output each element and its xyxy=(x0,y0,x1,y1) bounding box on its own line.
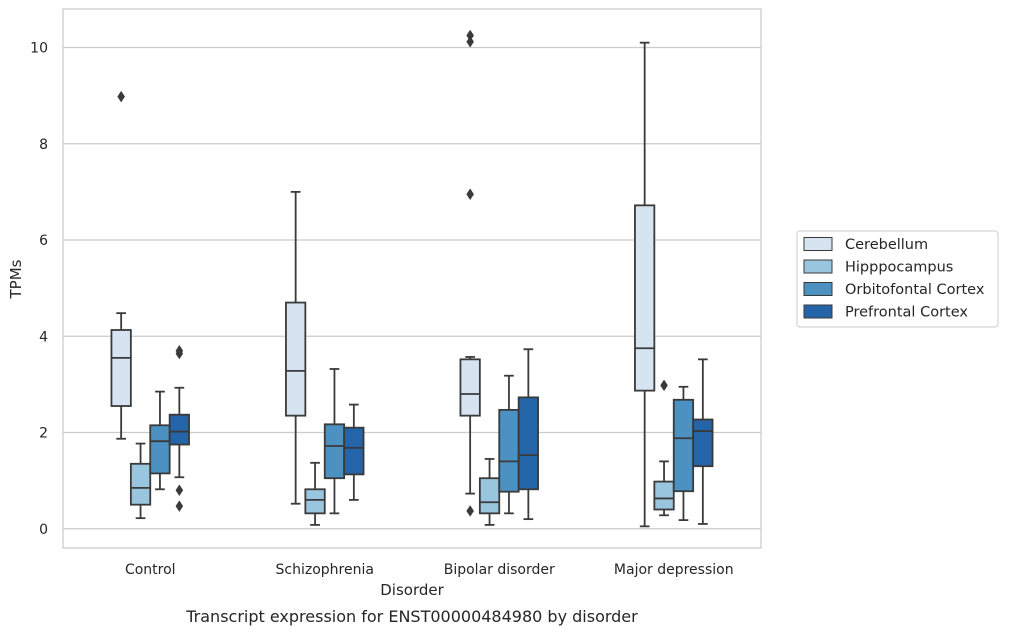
x-tick-label: Major depression xyxy=(614,562,734,578)
box-group xyxy=(498,374,520,515)
box xyxy=(304,488,326,515)
box-group xyxy=(634,41,656,528)
x-tick-label: Control xyxy=(125,562,176,578)
box-group xyxy=(653,379,675,517)
box xyxy=(672,398,695,493)
box xyxy=(634,204,656,392)
box-group xyxy=(285,190,307,505)
box xyxy=(168,413,190,446)
y-tick-label: 8 xyxy=(39,137,48,153)
box-group xyxy=(304,461,326,526)
legend-swatch xyxy=(803,259,833,274)
box-layer xyxy=(110,29,714,528)
legend-label: Orbitofontal Cortex xyxy=(845,282,985,298)
legend-frame xyxy=(796,230,999,328)
outlier-point xyxy=(466,505,474,517)
box xyxy=(285,301,307,417)
y-tick-labels: 0 2 4 6 8 10 xyxy=(30,41,48,538)
y-axis-title: TPMs xyxy=(7,259,25,299)
box xyxy=(343,426,365,476)
box xyxy=(692,418,714,468)
box xyxy=(129,462,152,506)
box xyxy=(478,477,501,515)
outlier-point xyxy=(117,90,125,103)
box-group xyxy=(343,403,365,501)
outlier-point xyxy=(175,344,184,357)
box xyxy=(323,423,346,480)
legend-label: Prefrontal Cortex xyxy=(845,305,968,321)
legend-swatch xyxy=(803,237,833,251)
outlier-point xyxy=(466,188,474,201)
box-group xyxy=(149,390,171,491)
outlier-point xyxy=(660,379,668,392)
box-group xyxy=(478,458,501,526)
box xyxy=(653,480,675,511)
legend-swatch xyxy=(803,282,833,296)
plot-frame xyxy=(62,8,762,549)
box-group xyxy=(459,29,481,517)
x-axis-title: Disorder xyxy=(380,581,444,599)
box-group xyxy=(517,348,539,521)
outlier-point xyxy=(175,500,184,512)
outlier-point xyxy=(175,484,184,496)
box-group xyxy=(110,90,132,440)
x-tick-label: Schizophrenia xyxy=(276,562,374,578)
box-group xyxy=(672,385,695,521)
box-group xyxy=(692,358,714,525)
box-group xyxy=(168,344,190,512)
x-tick-labels: Control Schizophrenia Bipolar disorder Majo… xyxy=(125,562,734,578)
y-tick-label: 0 xyxy=(39,522,48,538)
y-tick-label: 4 xyxy=(39,329,48,345)
legend-label: Hipppocampus xyxy=(845,260,953,276)
box xyxy=(110,329,132,407)
y-tick-label: 10 xyxy=(30,41,48,57)
y-tick-label: 2 xyxy=(39,426,48,442)
y-tick-label: 6 xyxy=(39,233,48,249)
box xyxy=(149,424,171,475)
legend-label: Cerebellum xyxy=(845,237,928,253)
chart-caption: Transcript expression for ENST0000048498… xyxy=(185,607,638,626)
box-group xyxy=(129,442,152,520)
box xyxy=(517,396,539,491)
legend: Cerebellum Hipppocampus Orbitofontal Corte… xyxy=(796,230,999,328)
outlier-point xyxy=(466,29,474,42)
box xyxy=(459,358,481,417)
box-group xyxy=(323,368,346,515)
outlier-point xyxy=(466,35,474,48)
legend-swatch xyxy=(803,304,833,319)
box xyxy=(498,408,520,493)
x-tick-label: Bipolar disorder xyxy=(444,562,555,578)
